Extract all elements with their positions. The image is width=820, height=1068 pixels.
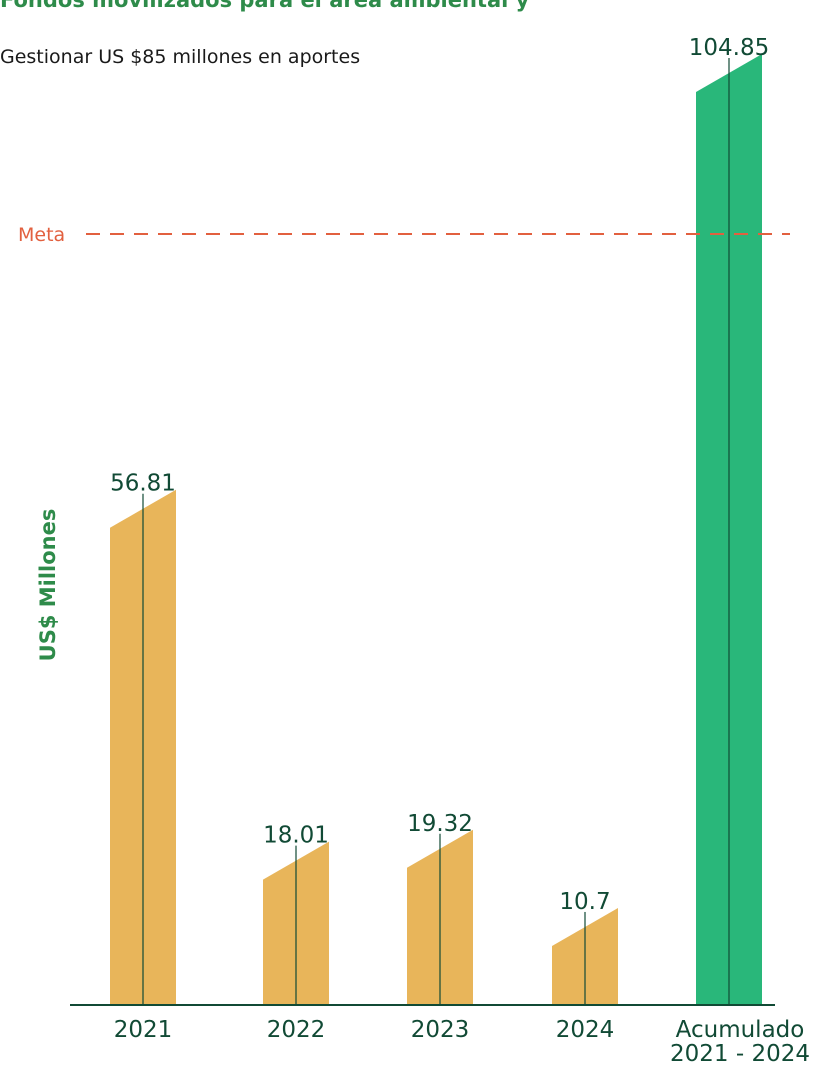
value-label-2: 19.32 (407, 811, 473, 837)
value-label-1: 18.01 (263, 823, 329, 849)
y-axis-label: US$ Millones (36, 509, 60, 662)
category-label-3: 2024 (556, 1017, 615, 1043)
chart-subtitle: Gestionar US $85 millones en aportes (0, 46, 361, 68)
category-label-4: Acumulado 2021 - 2024 (670, 1017, 810, 1067)
value-label-0: 56.81 (110, 471, 176, 497)
category-label-1: 2022 (267, 1017, 326, 1043)
value-label-4: 104.85 (689, 35, 769, 61)
category-label-0: 2021 (114, 1017, 173, 1043)
meta-label: Meta (18, 224, 65, 246)
category-label-2: 2023 (411, 1017, 470, 1043)
chart-title: Fondos movilizados para el área ambienta… (0, 0, 530, 12)
value-label-3: 10.7 (559, 889, 610, 915)
